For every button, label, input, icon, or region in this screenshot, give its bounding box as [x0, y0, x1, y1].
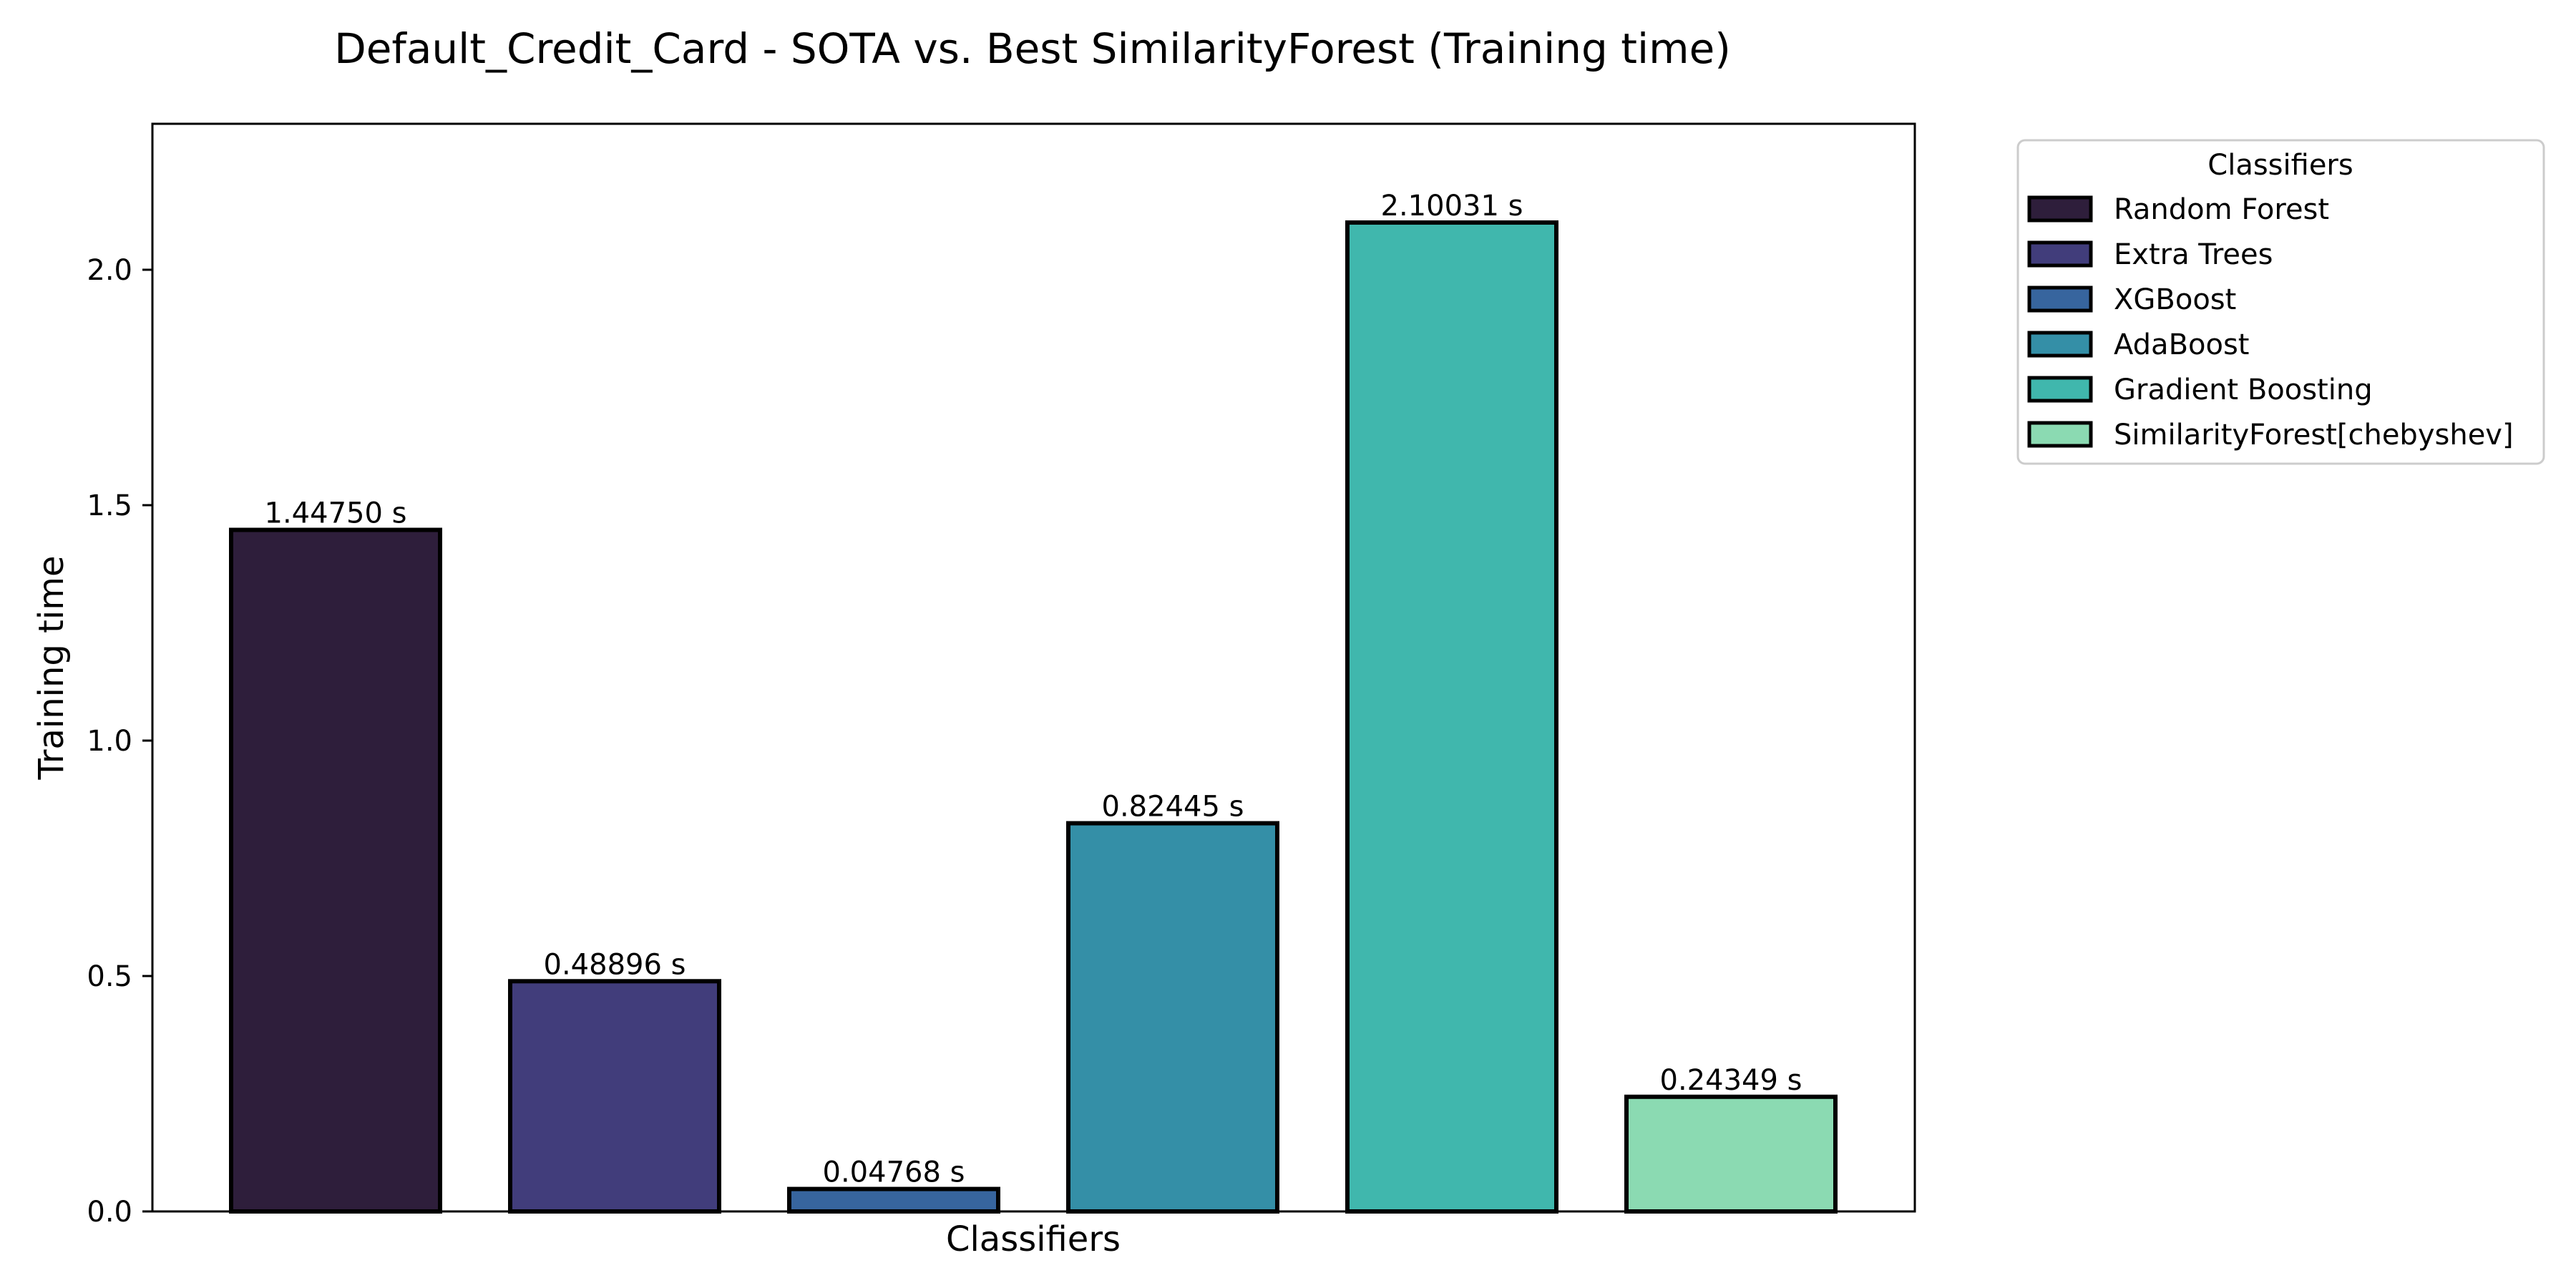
legend-frame	[2016, 139, 2545, 465]
bar-xgboost	[787, 1186, 1000, 1214]
bar-value-labels-group: 1.44750 s 0.48896 s 0.04768 s 0.82445 s 2.10…	[265, 190, 1802, 1189]
bar-random-forest	[229, 527, 442, 1214]
plot-area: 1.44750 s 0.48896 s 0.04768 s 0.82445 s 2.10…	[151, 122, 1916, 1214]
legend-label: Extra Trees	[2114, 238, 2273, 271]
y-tick-label: 2.0	[87, 254, 132, 287]
legend-swatch	[2027, 331, 2093, 358]
bar-gradient-boosting	[1345, 220, 1558, 1214]
legend-swatch	[2027, 376, 2093, 403]
legend-swatch	[2027, 240, 2093, 268]
y-axis: 0.0 0.5 1.0 1.5 2.0	[87, 254, 152, 1229]
bar-value-label: 2.10031 s	[1381, 190, 1523, 223]
y-tick-label: 1.5	[87, 489, 132, 522]
bar-value-label: 0.24349 s	[1660, 1064, 1802, 1097]
legend-items: Random Forest Extra Trees XGBoost AdaBoost G…	[2027, 193, 2514, 452]
chart-title: Default_Credit_Card - SOTA vs. Best Simi…	[334, 24, 1731, 73]
legend-swatch	[2027, 286, 2093, 313]
y-tick-label: 0.0	[87, 1196, 132, 1229]
bar-adaboost	[1066, 821, 1279, 1214]
legend-label: SimilarityForest[chebyshev]	[2114, 419, 2514, 452]
legend-label: XGBoost	[2114, 283, 2236, 316]
bar-value-label: 0.04768 s	[823, 1156, 965, 1189]
bar-value-label: 1.44750 s	[265, 497, 407, 530]
bar-value-label: 0.48896 s	[544, 948, 686, 981]
y-tick-label: 1.0	[87, 725, 132, 758]
plot-frame	[151, 122, 1916, 1213]
legend-title: Classifiers	[2207, 149, 2353, 182]
bar-similarityforest-chebyshev	[1624, 1094, 1838, 1214]
legend-label: Gradient Boosting	[2114, 374, 2373, 406]
legend-label: AdaBoost	[2114, 328, 2249, 361]
y-axis-label: Training time	[31, 555, 72, 780]
legend-label: Random Forest	[2114, 193, 2329, 226]
legend-swatch	[2027, 195, 2093, 223]
bars-group	[229, 220, 1838, 1214]
bar-extra-trees	[508, 979, 721, 1214]
x-axis-label: Classifiers	[946, 1219, 1121, 1259]
bar-value-label: 0.82445 s	[1102, 791, 1244, 824]
y-tick-label: 0.5	[87, 960, 132, 993]
legend-swatch	[2027, 421, 2093, 448]
legend: Classifiers Random Forest Extra Trees XGBo…	[2016, 139, 2545, 465]
